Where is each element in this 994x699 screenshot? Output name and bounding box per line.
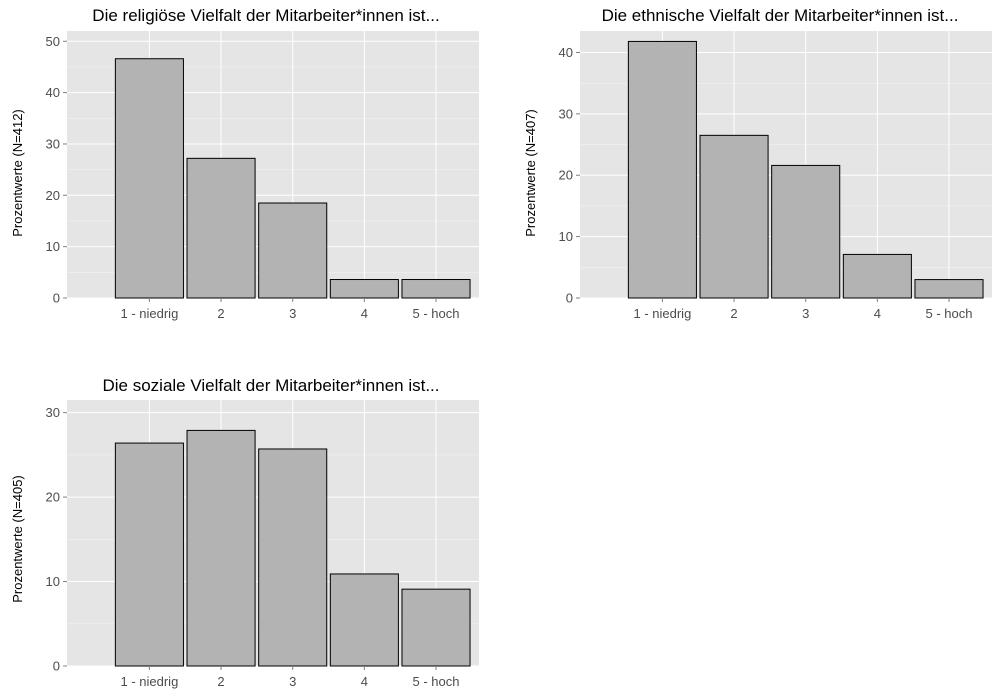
plot-area: 0 10 20 30 40 50 1 - niedrig 2 3 4 5 - hoch [46, 31, 479, 321]
bar-5 [401, 588, 471, 667]
chart-panel-ethnic: Die ethnische Vielfalt der Mitarbeiter*i… [523, 6, 992, 321]
x-tick-label: 3 [802, 306, 809, 321]
x-tick-label: 1 - niedrig [120, 674, 178, 689]
x-tick-label: 4 [874, 306, 881, 321]
x-tick-label: 2 [217, 306, 224, 321]
bar-3 [258, 202, 328, 299]
y-tick-label: 20 [46, 188, 60, 203]
bar-1 [114, 58, 184, 299]
plot-area: 0 10 20 30 1 - niedrig 2 3 4 5 - hoch [46, 400, 479, 689]
plot-area: 0 10 20 30 40 1 - niedrig 2 3 4 5 - hoch [559, 31, 992, 321]
y-tick-label: 10 [46, 574, 60, 589]
y-tick-label: 20 [559, 168, 573, 183]
y-tick-label: 20 [46, 490, 60, 505]
x-tick-label: 5 - hoch [413, 674, 460, 689]
y-tick-label: 0 [53, 659, 60, 674]
x-tick-label: 2 [730, 306, 737, 321]
y-axis-label: Prozentwerte (N=405) [10, 475, 25, 603]
x-tick-label: 1 - niedrig [120, 306, 178, 321]
bar-2 [186, 429, 256, 667]
bar-2 [186, 157, 256, 299]
y-tick-label: 50 [46, 34, 60, 49]
y-tick-label: 40 [46, 85, 60, 100]
chart-title: Die ethnische Vielfalt der Mitarbeiter*i… [602, 6, 959, 25]
bar-4 [842, 253, 912, 299]
x-tick-label: 4 [361, 306, 368, 321]
x-tick-label: 4 [361, 674, 368, 689]
y-tick-label: 10 [559, 229, 573, 244]
x-tick-label: 5 - hoch [926, 306, 973, 321]
bar-5 [914, 279, 984, 299]
chart-panel-religious: Die religiöse Vielfalt der Mitarbeiter*i… [10, 6, 479, 321]
x-tick-label: 3 [289, 674, 296, 689]
y-axis-label: Prozentwerte (N=407) [523, 109, 538, 237]
x-tick-label: 2 [217, 674, 224, 689]
bar-3 [771, 164, 841, 299]
chart-title: Die religiöse Vielfalt der Mitarbeiter*i… [92, 6, 439, 25]
y-axis-label: Prozentwerte (N=412) [10, 109, 25, 237]
bar-2 [699, 134, 769, 299]
chart-title: Die soziale Vielfalt der Mitarbeiter*inn… [102, 376, 439, 395]
bar-4 [329, 279, 399, 299]
bar-3 [258, 448, 328, 667]
x-tick-label: 1 - niedrig [633, 306, 691, 321]
bar-1 [627, 40, 697, 299]
y-tick-label: 40 [559, 45, 573, 60]
bar-1 [114, 442, 184, 667]
bar-4 [329, 573, 399, 667]
x-tick-label: 5 - hoch [413, 306, 460, 321]
y-tick-label: 0 [566, 291, 573, 306]
y-tick-label: 30 [46, 136, 60, 151]
bar-5 [401, 279, 471, 299]
y-tick-label: 30 [46, 405, 60, 420]
y-tick-label: 0 [53, 291, 60, 306]
y-tick-label: 10 [46, 239, 60, 254]
y-tick-label: 30 [559, 106, 573, 121]
chart-panel-social: Die soziale Vielfalt der Mitarbeiter*inn… [10, 376, 479, 689]
x-tick-label: 3 [289, 306, 296, 321]
